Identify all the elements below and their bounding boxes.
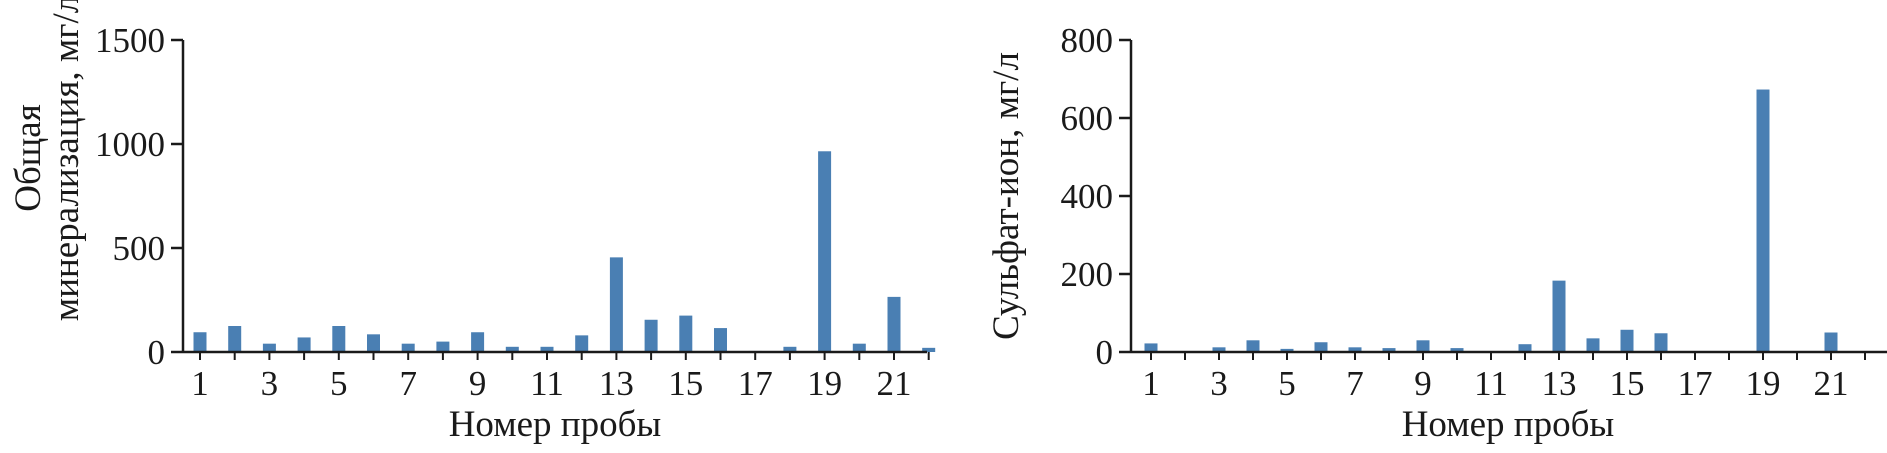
x-axis-title: Номер пробы — [1402, 404, 1615, 445]
y-tick-label: 600 — [1061, 99, 1114, 138]
x-tick-label: 7 — [1346, 364, 1364, 403]
x-tick-label: 15 — [668, 364, 703, 403]
x-axis-title: Номер пробы — [449, 404, 662, 445]
x-tick-label: 7 — [399, 364, 417, 403]
y-axis-title: Сульфат-ион, мг/л — [986, 52, 1027, 340]
bar-sample-15 — [679, 315, 693, 352]
bar-sample-12 — [1518, 344, 1532, 352]
y-tick-label: 0 — [1096, 333, 1114, 372]
x-tick-label: 11 — [1474, 364, 1508, 403]
bar-sample-4 — [297, 337, 311, 352]
x-ticks: 1 3 5 7 9 11 13 15 17 19 21 — [1142, 352, 1866, 403]
y-tick-label: 1000 — [95, 125, 165, 164]
x-tick-label: 5 — [1278, 364, 1296, 403]
bar-sample-9 — [471, 332, 485, 352]
y-tick-label: 800 — [1061, 21, 1114, 60]
bar-sample-7 — [401, 343, 415, 352]
bar-sample-9 — [1416, 340, 1430, 352]
bar-sample-4 — [1246, 340, 1260, 352]
x-tick-label: 19 — [1746, 364, 1781, 403]
bar-sample-14 — [644, 319, 658, 352]
y-ticks: 0 500 1000 1500 — [95, 21, 183, 372]
bar-sample-6 — [367, 334, 380, 352]
x-tick-label: 13 — [599, 364, 634, 403]
bar-sample-15 — [1620, 329, 1634, 352]
bar-sample-20 — [852, 343, 866, 352]
bar-sample-14 — [1586, 338, 1600, 352]
x-tick-label: 9 — [1414, 364, 1432, 403]
x-tick-label: 1 — [191, 364, 209, 403]
bar-sample-12 — [575, 335, 589, 352]
bar-sample-21 — [887, 296, 901, 352]
y-axis-title-line-2: минерализация, мг/л — [46, 0, 87, 321]
bar-sample-6 — [1314, 342, 1328, 352]
y-tick-label: 400 — [1061, 177, 1114, 216]
bar-sample-18 — [783, 346, 797, 352]
x-tick-label: 13 — [1542, 364, 1577, 403]
bar-sample-5 — [1280, 348, 1294, 352]
y-axis-title-line-1: Общая — [8, 104, 49, 211]
y-tick-label: 200 — [1061, 255, 1114, 294]
x-ticks: 1 3 5 7 9 11 13 15 17 19 21 — [191, 352, 930, 403]
bar-sample-1 — [1144, 343, 1158, 352]
bar-sample-19 — [818, 151, 832, 352]
bar-sample-11 — [540, 346, 554, 352]
bar-sample-1 — [193, 332, 207, 352]
bar-sample-10 — [505, 346, 519, 352]
bar-sample-16 — [714, 328, 727, 352]
bar-sample-13 — [609, 257, 623, 352]
x-tick-label: 15 — [1610, 364, 1645, 403]
x-tick-label: 17 — [1678, 364, 1713, 403]
bar-sample-8 — [436, 341, 450, 352]
bar-sample-7 — [1348, 347, 1362, 352]
bar-sample-10 — [1450, 348, 1464, 352]
bar-sample-13 — [1552, 280, 1566, 352]
x-tick-label: 21 — [877, 364, 912, 403]
bar-sample-2 — [228, 326, 242, 352]
x-tick-label: 19 — [807, 364, 842, 403]
x-tick-label: 5 — [330, 364, 348, 403]
x-tick-label: 11 — [530, 364, 564, 403]
bar-sample-19 — [1756, 89, 1770, 352]
y-tick-label: 500 — [113, 229, 166, 268]
bar-sample-22 — [922, 347, 936, 352]
y-tick-label: 1500 — [95, 21, 165, 60]
bars — [193, 151, 936, 352]
x-tick-label: 9 — [469, 364, 487, 403]
x-tick-label: 3 — [261, 364, 279, 403]
bar-sample-16 — [1654, 333, 1668, 352]
x-tick-label: 21 — [1814, 364, 1849, 403]
bar-sample-8 — [1382, 348, 1396, 352]
bar-sample-3 — [1212, 347, 1226, 352]
bars — [1144, 89, 1838, 352]
bar-sample-21 — [1824, 332, 1838, 352]
x-tick-label: 1 — [1142, 364, 1160, 403]
y-tick-label: 0 — [148, 333, 166, 372]
bar-sample-5 — [332, 326, 346, 352]
x-tick-label: 3 — [1210, 364, 1228, 403]
y-ticks: 0 200 400 600 800 — [1061, 21, 1131, 372]
x-tick-label: 17 — [738, 364, 773, 403]
bar-sample-3 — [262, 343, 276, 352]
